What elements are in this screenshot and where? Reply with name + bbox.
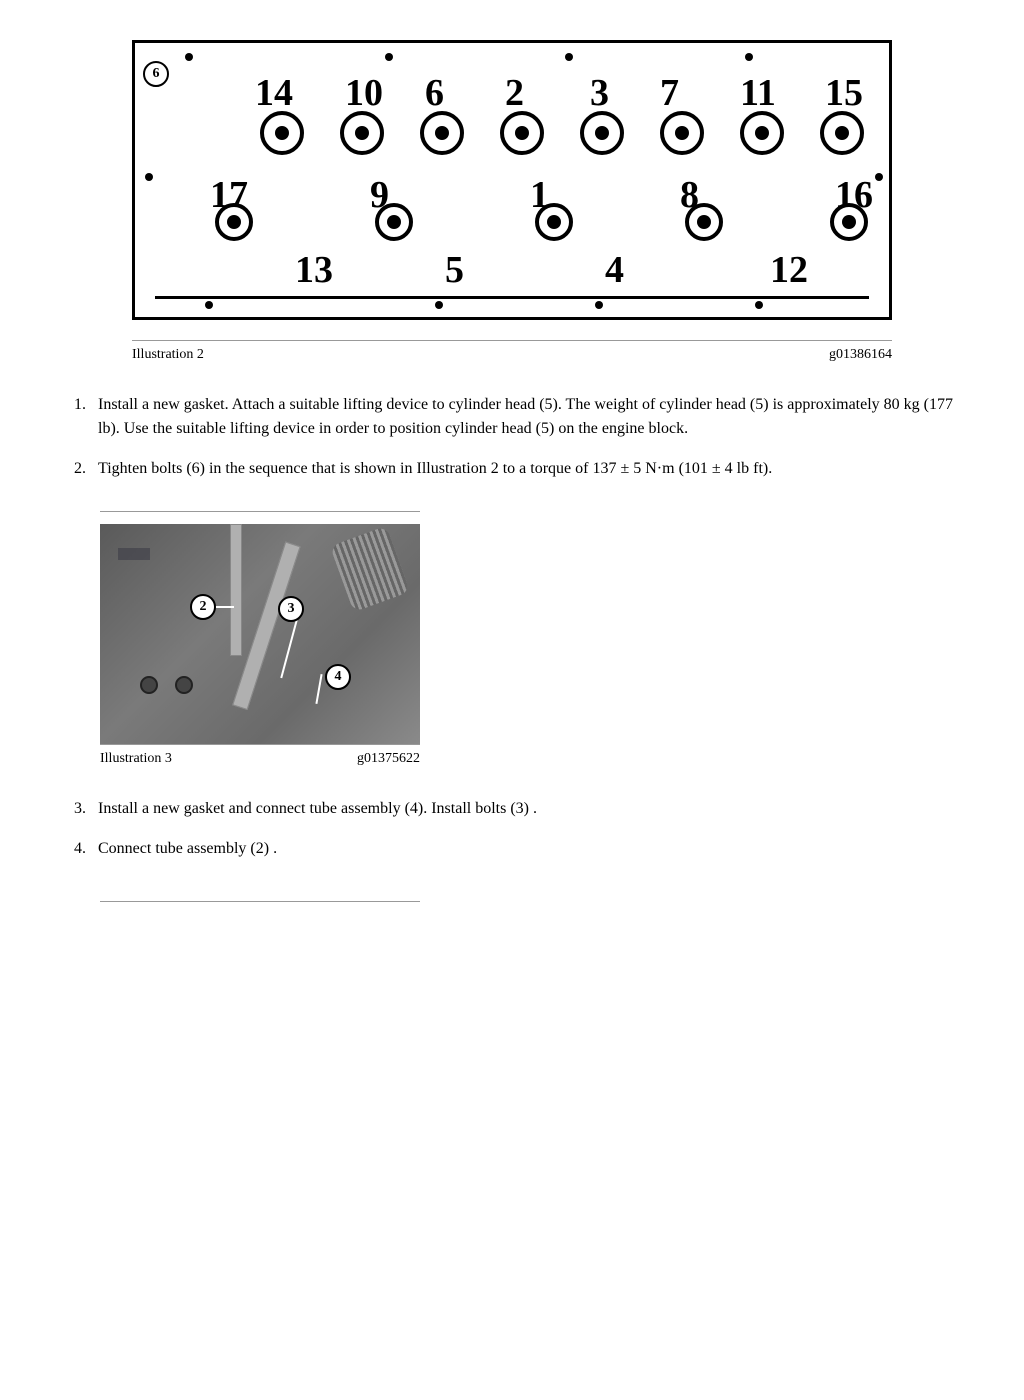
gasket-hole	[185, 53, 193, 61]
bolt-seq-num: 3	[590, 71, 609, 115]
illustration-2-label: Illustration 2	[132, 347, 204, 363]
photo-callout-4: 4	[325, 664, 351, 690]
bolt-hole	[685, 203, 723, 241]
illustration-3-id: g01375622	[357, 751, 420, 767]
illustration-3-label: Illustration 3	[100, 751, 172, 767]
arrow-3	[280, 620, 297, 678]
bolt-hole	[820, 111, 864, 155]
bolt-hole	[340, 111, 384, 155]
illustration-3-caption: Illustration 3 g01375622	[100, 744, 420, 767]
step-2: Tighten bolts (6) in the sequence that i…	[90, 457, 964, 481]
bolt-seq-num: 5	[445, 248, 464, 292]
bolt-hole	[260, 111, 304, 155]
gasket-hole	[385, 53, 393, 61]
bolt-hole	[375, 203, 413, 241]
bolt-seq-num: 6	[425, 71, 444, 115]
callout-6: 6	[143, 61, 169, 87]
photo-watermark	[118, 548, 150, 560]
gasket-hole	[145, 173, 153, 181]
bolt-hole	[500, 111, 544, 155]
photo-callout-3: 3	[278, 596, 304, 622]
bolt-seq-num: 7	[660, 71, 679, 115]
gasket-hole	[875, 173, 883, 181]
bolt-seq-num: 12	[770, 248, 808, 292]
bottom-divider	[100, 901, 420, 902]
bolt-seq-num: 11	[740, 71, 776, 115]
bolt-seq-num: 14	[255, 71, 293, 115]
gasket-hole	[745, 53, 753, 61]
bolt-head	[175, 676, 193, 694]
bolt-hole	[420, 111, 464, 155]
tube-assembly-photo: 2 3 4	[100, 524, 420, 744]
bolt-seq-num: 10	[345, 71, 383, 115]
gasket-hole	[595, 301, 603, 309]
photo-callout-2: 2	[190, 594, 216, 620]
gasket-hole	[755, 301, 763, 309]
bolt-seq-num: 13	[295, 248, 333, 292]
tube-4	[232, 542, 300, 711]
step-4: Connect tube assembly (2) .	[90, 837, 964, 861]
arrow-4	[315, 674, 322, 704]
step-1: Install a new gasket. Attach a suitable …	[90, 393, 964, 441]
spring-coil	[330, 526, 410, 612]
illustration-2-container: 6 1410623711151791816135412	[132, 40, 892, 320]
illustration-2-id: g01386164	[829, 347, 892, 363]
bolt-hole	[535, 203, 573, 241]
bolt-seq-num: 15	[825, 71, 863, 115]
step-3: Install a new gasket and connect tube as…	[90, 797, 964, 821]
bolt-hole	[580, 111, 624, 155]
bolt-head	[140, 676, 158, 694]
bolt-sequence-diagram: 6 1410623711151791816135412	[132, 40, 892, 320]
bolt-hole	[740, 111, 784, 155]
gasket-hole	[565, 53, 573, 61]
tube-2	[230, 524, 242, 656]
bolt-hole	[660, 111, 704, 155]
illustration-3-container: 2 3 4	[100, 511, 420, 744]
gasket-hole	[435, 301, 443, 309]
bolt-seq-num: 4	[605, 248, 624, 292]
bolt-hole	[215, 203, 253, 241]
bolt-seq-num: 2	[505, 71, 524, 115]
gasket-hole	[205, 301, 213, 309]
illustration-2-caption: Illustration 2 g01386164	[132, 340, 892, 363]
bolt-hole	[830, 203, 868, 241]
gasket-edge	[155, 296, 869, 299]
